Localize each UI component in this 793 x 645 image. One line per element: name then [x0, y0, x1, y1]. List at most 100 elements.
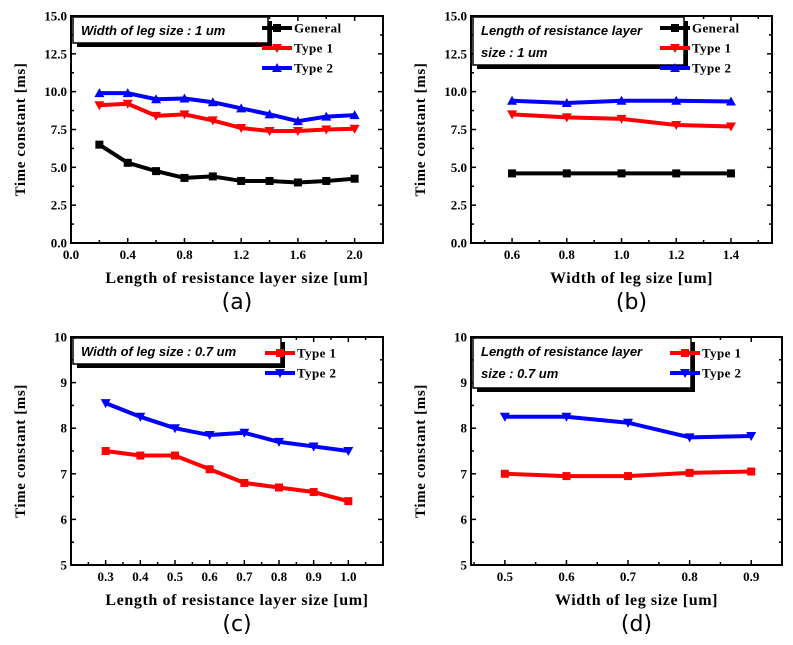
data-point — [274, 437, 284, 447]
chart-d: 0.5 0.6 0.7 0.8 0.9 5 6 7 8 9 10 Width of leg size … — [413, 330, 783, 637]
legend-item-type-1: Type 1 — [670, 346, 741, 361]
data-point — [624, 472, 633, 481]
annotation-text: size : 0.7 um — [481, 366, 559, 381]
y-tick-label: 12.5 — [44, 46, 67, 61]
data-point — [349, 124, 360, 134]
data-point — [671, 95, 682, 105]
data-point — [349, 110, 360, 120]
legend-marker — [275, 369, 285, 378]
legend-marker — [670, 44, 680, 53]
y-tick-label: 6 — [461, 512, 468, 527]
data-point — [95, 140, 104, 149]
x-tick-label: 0.9 — [306, 569, 323, 584]
panel-label: (c) — [222, 612, 251, 637]
data-point — [508, 169, 517, 178]
x-tick-label: 0.6 — [504, 247, 521, 262]
series-line — [99, 101, 355, 134]
x-axis-title: Width of leg size [um] — [555, 592, 718, 609]
data-point — [204, 431, 215, 441]
data-point — [122, 99, 133, 109]
legend-item-type-2: Type 2 — [670, 366, 741, 381]
legend-item-type-1: Type 1 — [265, 346, 336, 361]
annotation-text: Width of leg size : 1 um — [81, 23, 226, 38]
x-tick-label: 0.9 — [743, 569, 760, 584]
data-point — [344, 497, 353, 506]
data-point — [500, 469, 509, 478]
data-point — [236, 103, 247, 113]
data-point — [561, 113, 572, 123]
y-tick-label: 5.0 — [51, 160, 67, 175]
y-tick-label: 2.5 — [451, 198, 468, 213]
annotation-text: size : 1 um — [481, 45, 548, 60]
y-tick-label: 9 — [61, 375, 68, 390]
data-point — [321, 111, 332, 121]
y-tick-label: 8 — [461, 421, 468, 436]
y-tick-label: 5 — [61, 558, 68, 573]
data-point — [179, 93, 190, 103]
data-point — [170, 424, 180, 434]
legend-marker — [272, 63, 282, 72]
annotation-box — [72, 337, 282, 365]
annotation-box — [472, 337, 692, 389]
data-point — [350, 174, 359, 183]
y-axis-title: Time constant [ms] — [13, 63, 29, 197]
series-line — [99, 91, 355, 124]
x-tick-label: 0.7 — [236, 569, 253, 584]
data-point — [507, 95, 518, 105]
x-axis-title: Length of resistance layer size [um] — [105, 270, 368, 287]
data-point — [180, 173, 189, 182]
legend-item-type-2: Type 2 — [262, 61, 333, 76]
chart-c: 0.3 0.4 0.5 0.6 0.7 0.8 0.9 1.0 5 6 7 8 9 10 Length of… — [13, 330, 384, 637]
annotation-text: Length of resistance layer — [481, 23, 643, 38]
data-point — [265, 176, 274, 185]
data-point — [94, 88, 105, 98]
data-point — [151, 94, 162, 104]
legend-item-general: General — [660, 21, 740, 36]
data-point — [236, 123, 247, 133]
data-point — [179, 110, 190, 120]
data-point — [208, 172, 217, 181]
x-tick-label: 0.6 — [202, 569, 219, 584]
x-tick-label: 0.7 — [620, 569, 637, 584]
data-point — [308, 442, 319, 452]
data-point — [292, 127, 303, 137]
y-tick-label: 6 — [61, 512, 68, 527]
data-point — [623, 418, 634, 428]
annotation-text: Width of leg size : 0.7 um — [81, 344, 237, 359]
panel-label: (a) — [222, 290, 253, 315]
x-tick-label: 0.6 — [558, 569, 575, 584]
x-axis-title: Width of leg size [um] — [550, 270, 713, 287]
y-tick-label: 9 — [461, 375, 468, 390]
y-tick-label: 8 — [61, 421, 68, 436]
legend-label: General — [294, 21, 342, 36]
x-tick-label: 0.8 — [681, 569, 698, 584]
legend-label: General — [692, 21, 740, 36]
legend-label: Type 1 — [294, 41, 333, 56]
x-tick-label: 1.4 — [723, 247, 740, 262]
y-tick-label: 5.0 — [451, 160, 467, 175]
data-point — [171, 451, 179, 460]
data-point — [239, 428, 250, 438]
legend-marker — [681, 349, 689, 357]
data-point — [123, 158, 132, 167]
data-point — [240, 478, 249, 487]
legend-marker — [670, 63, 680, 72]
x-tick-label: 1.2 — [233, 247, 249, 262]
x-tick-label: 0.4 — [132, 569, 149, 584]
legend-label: Type 1 — [297, 346, 336, 361]
legend-item-general: General — [262, 21, 342, 36]
series-type-2 — [507, 95, 736, 108]
data-point — [685, 468, 694, 477]
y-tick-label: 7 — [461, 466, 468, 481]
data-point — [264, 109, 275, 119]
data-point — [561, 412, 572, 422]
data-point — [309, 488, 318, 497]
series-line — [105, 449, 349, 504]
data-point — [275, 483, 283, 492]
x-tick-label: 0.8 — [559, 247, 576, 262]
data-point — [684, 433, 695, 443]
y-tick-label: 10 — [54, 330, 67, 345]
series-line — [98, 142, 355, 185]
x-tick-label: 0.8 — [271, 569, 288, 584]
